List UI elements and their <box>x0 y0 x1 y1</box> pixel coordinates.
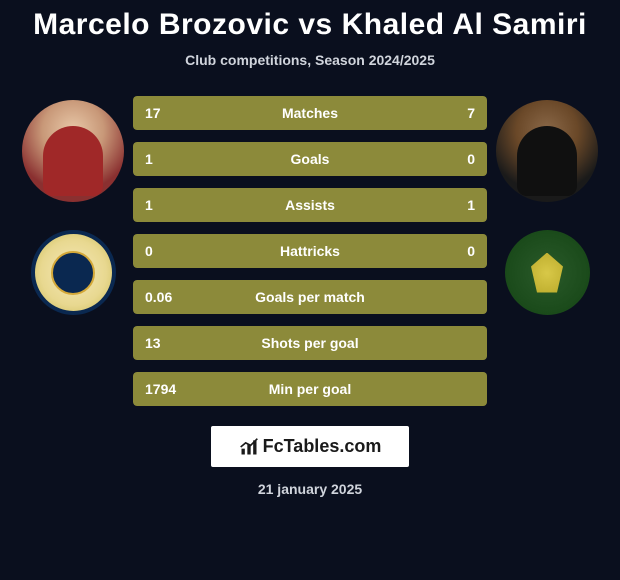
date-label: 21 january 2025 <box>258 481 362 497</box>
left-player-column <box>13 96 133 315</box>
stat-value-right: 0 <box>467 243 475 259</box>
stat-label: Matches <box>133 105 487 121</box>
stat-row: 1Goals0 <box>133 142 487 176</box>
stat-label: Goals <box>133 151 487 167</box>
page-subtitle: Club competitions, Season 2024/2025 <box>185 52 435 68</box>
stats-bars: 17Matches71Goals01Assists10Hattricks00.0… <box>133 96 487 406</box>
stat-label: Shots per goal <box>133 335 487 351</box>
stat-row: 1Assists1 <box>133 188 487 222</box>
site-logo-text: FcTables.com <box>263 436 382 457</box>
stat-label: Assists <box>133 197 487 213</box>
club-badge-right-inner <box>527 253 567 293</box>
club-badge-right <box>505 230 590 315</box>
stat-label: Min per goal <box>133 381 487 397</box>
infographic-container: Marcelo Brozovic vs Khaled Al Samiri Clu… <box>0 0 620 580</box>
player-avatar-right <box>496 100 598 202</box>
stat-row: 13Shots per goal <box>133 326 487 360</box>
right-player-column <box>487 96 607 315</box>
stat-value-right: 7 <box>467 105 475 121</box>
stat-row: 0Hattricks0 <box>133 234 487 268</box>
stat-value-right: 1 <box>467 197 475 213</box>
stat-row: 0.06Goals per match <box>133 280 487 314</box>
stat-row: 1794Min per goal <box>133 372 487 406</box>
club-badge-left-inner <box>51 251 95 295</box>
page-title: Marcelo Brozovic vs Khaled Al Samiri <box>33 8 587 42</box>
club-badge-left <box>31 230 116 315</box>
stat-label: Hattricks <box>133 243 487 259</box>
stat-row: 17Matches7 <box>133 96 487 130</box>
stat-label: Goals per match <box>133 289 487 305</box>
comparison-row: 17Matches71Goals01Assists10Hattricks00.0… <box>0 96 620 406</box>
player-avatar-left <box>22 100 124 202</box>
stat-value-right: 0 <box>467 151 475 167</box>
chart-icon <box>239 437 259 457</box>
site-logo[interactable]: FcTables.com <box>211 426 410 467</box>
